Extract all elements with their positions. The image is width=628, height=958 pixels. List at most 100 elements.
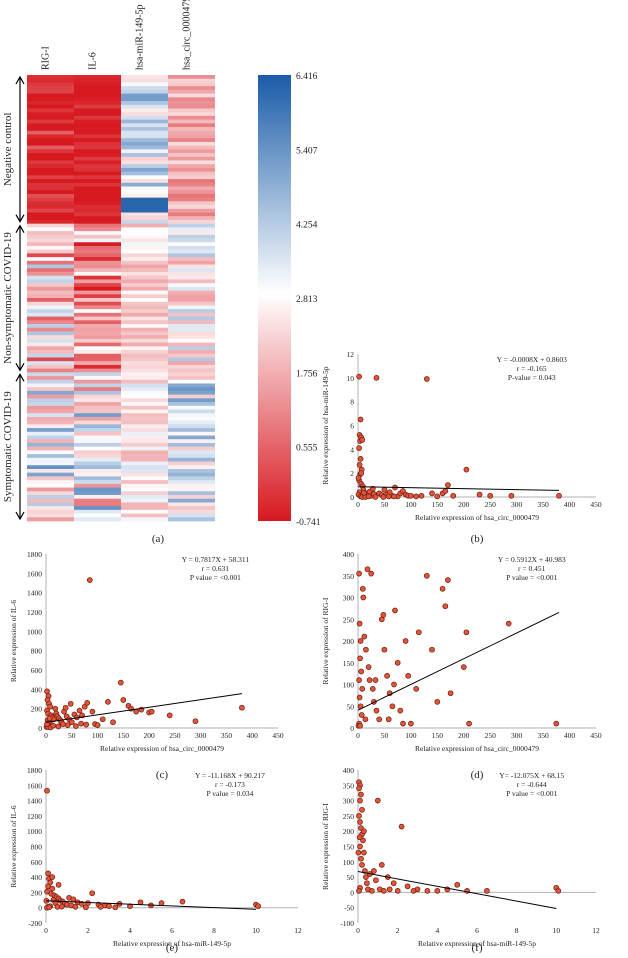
heatmap-cell [168, 115, 215, 120]
heatmap-cell [168, 298, 215, 303]
data-point [356, 445, 362, 451]
data-point [158, 900, 165, 906]
heatmap-cell [27, 498, 74, 503]
scatter-panel-c: 0 200 400 600 800 1000 1200 1400 1600 1800 0 50 100 1… [9, 550, 284, 781]
heatmap-cell [74, 502, 121, 507]
heatmap-cell [27, 257, 74, 262]
heatmap-cell [27, 439, 74, 444]
data-point [361, 828, 367, 835]
heatmap-cell [74, 201, 121, 206]
heatmap-cell [27, 357, 74, 362]
fit-annotation: Y = 0.5912X + 40.983 [498, 555, 566, 564]
heatmap-cell [27, 93, 74, 98]
heatmap-cell [27, 405, 74, 410]
heatmap-cell [168, 494, 215, 500]
y-tick-label: 1600 [27, 781, 42, 790]
heatmap-cell [74, 245, 121, 251]
heatmap-cell [121, 101, 168, 106]
heatmap-cell [27, 264, 74, 269]
data-point [127, 903, 133, 910]
data-point [556, 492, 562, 499]
heatmap-cell [74, 435, 121, 440]
bracket-arrow-down [15, 363, 25, 372]
heatmap-cell [27, 487, 74, 492]
heatmap-cell [168, 439, 215, 444]
heatmap-cell [168, 231, 215, 236]
heatmap-cell [27, 108, 74, 113]
data-point [105, 699, 111, 705]
y-tick-label: 6 [350, 422, 354, 431]
heatmap-cell [121, 468, 168, 474]
heatmap-cell [168, 498, 215, 503]
heatmap-column-label: IL-6 [88, 52, 99, 70]
data-point [46, 904, 52, 911]
fit-annotation: Y = -11.168X + 90.217 [195, 771, 265, 780]
x-tick-label: 6 [170, 926, 174, 935]
heatmap-cell [74, 428, 121, 433]
heatmap-cell [27, 409, 74, 414]
heatmap-cell [168, 398, 215, 403]
data-point [64, 722, 71, 728]
heatmap-cell [74, 223, 121, 228]
heatmap-cell [74, 394, 121, 399]
y-axis-title: Relative expression of hsa-miR-149-5p [321, 366, 330, 484]
heatmap-cell [27, 442, 74, 448]
data-point [385, 716, 392, 723]
data-point [359, 686, 366, 692]
heatmap-cell [121, 309, 168, 314]
data-point [55, 723, 62, 730]
heatmap-cell [168, 201, 215, 206]
heatmap-cell [121, 446, 168, 451]
heatmap-cell [168, 167, 215, 173]
heatmap-cell [74, 186, 121, 191]
x-tick-label: 450 [590, 731, 602, 740]
data-point [373, 877, 379, 884]
heatmap-cell [27, 431, 74, 436]
y-tick-label: 150 [343, 843, 355, 852]
data-point [358, 791, 364, 798]
heatmap-cell [74, 379, 121, 384]
heatmap-cell [121, 145, 168, 150]
data-point [78, 720, 84, 727]
y-tick-label: 1000 [27, 827, 42, 836]
heatmap-cell [168, 394, 215, 399]
heatmap-cell [168, 227, 215, 232]
heatmap-cell [121, 93, 168, 98]
heatmap-cell [27, 290, 74, 295]
heatmap-cell [74, 86, 121, 91]
heatmap-cell [121, 424, 168, 429]
data-point [373, 374, 380, 381]
heatmap-cell [27, 134, 74, 139]
heatmap-cell [74, 149, 121, 154]
heatmap-cell [168, 409, 215, 414]
heatmap-cell [121, 123, 168, 128]
data-point [454, 881, 461, 888]
y-tick-label: 1400 [27, 589, 42, 598]
data-point [484, 888, 490, 894]
regression-line [45, 693, 242, 723]
data-point [389, 703, 396, 710]
heatmap-cell [121, 383, 168, 388]
heatmap-cell [27, 509, 74, 514]
heatmap-cell [74, 483, 121, 488]
heatmap-cell [121, 75, 168, 80]
data-point [137, 899, 144, 906]
heatmap-cell [27, 361, 74, 366]
data-point [381, 646, 388, 653]
heatmap-cell [168, 82, 215, 87]
heatmap-cell [27, 312, 74, 317]
heatmap-cell [27, 446, 74, 451]
fit-annotation: r = 0.631 [202, 564, 230, 573]
heatmap-cell [27, 298, 74, 303]
data-point [405, 672, 412, 679]
heatmap-cell [168, 245, 215, 251]
heatmap-cell [27, 513, 74, 518]
heatmap-cell [74, 208, 121, 213]
heatmap-cell [121, 223, 168, 228]
data-point [357, 655, 363, 662]
data-point [366, 677, 373, 683]
heatmap-cell [74, 257, 121, 262]
panel-label: (e) [166, 942, 179, 954]
data-point [364, 566, 371, 573]
